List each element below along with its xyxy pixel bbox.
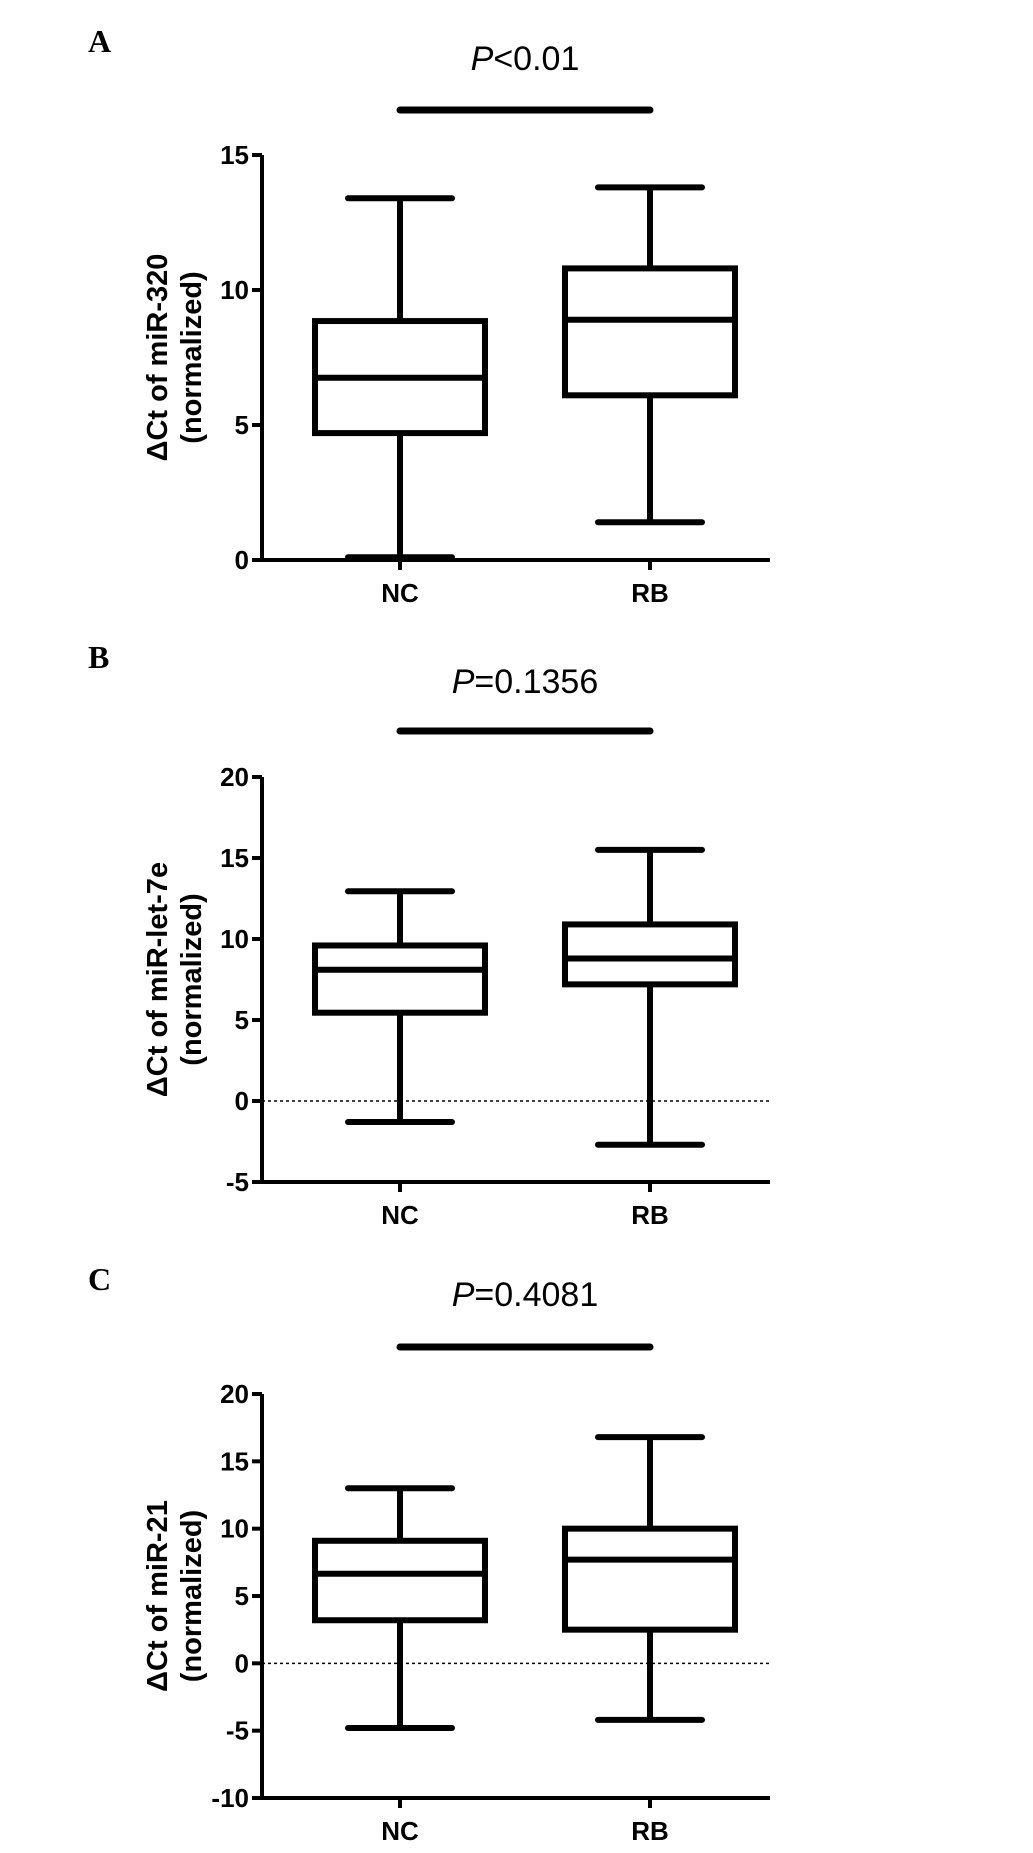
panel-a: A P<0.01 ΔCt of miR-320 (normalized) 0 5 10 15 N… — [88, 23, 770, 608]
panel-label: A — [88, 23, 111, 59]
y-tick-label: 0 — [235, 545, 249, 575]
box-rb — [562, 184, 738, 526]
p-value: =0.4081 — [474, 1276, 598, 1314]
x-tick-label-rb: RB — [631, 1200, 669, 1230]
y-axis-label-line1: ΔCt of miR-21 — [142, 1500, 174, 1692]
box-nc — [312, 888, 488, 1126]
y-tick-label: 20 — [220, 1379, 249, 1409]
box-rb — [562, 1434, 738, 1723]
y-tick-label: 10 — [220, 924, 249, 954]
y-tick-label: -5 — [226, 1716, 249, 1746]
panel-label: B — [88, 639, 109, 675]
x-tick-label-rb: RB — [631, 1816, 669, 1846]
y-axis-label: ΔCt of miR-let-7e (normalized) — [142, 862, 208, 1097]
y-tick-label: 0 — [235, 1648, 249, 1678]
y-tick-label: 15 — [220, 843, 249, 873]
box-nc — [312, 195, 488, 561]
y-axis-label-line2: (normalized) — [176, 1510, 208, 1682]
p-value: <0.01 — [493, 40, 579, 78]
y-tick-label: -5 — [226, 1167, 249, 1197]
y-tick-label: 10 — [220, 275, 249, 305]
y-tick-label: 20 — [220, 762, 249, 792]
x-tick-label-nc: NC — [381, 578, 419, 608]
panel-label: C — [88, 1261, 111, 1297]
y-tick-label: 15 — [220, 140, 249, 170]
p-symbol: P — [452, 663, 475, 701]
iqr-box — [312, 942, 488, 1016]
box-rb — [562, 846, 738, 1148]
y-tick-label: 5 — [235, 1581, 249, 1611]
y-axis-label: ΔCt of miR-320 (normalized) — [142, 254, 208, 462]
panel-c: C P=0.4081 ΔCt of miR-21 (normalized) -10 -5 0… — [88, 1261, 770, 1846]
y-axis-label: ΔCt of miR-21 (normalized) — [142, 1500, 208, 1692]
y-tick-label: 10 — [220, 1514, 249, 1544]
panel-b: B P=0.1356 ΔCt of miR-let-7e (normalized) -5… — [88, 639, 770, 1230]
y-tick-label: 0 — [235, 1086, 249, 1116]
iqr-box — [562, 921, 738, 988]
x-tick-label-nc: NC — [381, 1200, 419, 1230]
p-value-label: P=0.4081 — [452, 1276, 599, 1314]
p-value-label: P<0.01 — [471, 40, 580, 78]
p-symbol: P — [452, 1276, 475, 1314]
box-nc — [312, 1485, 488, 1731]
y-tick-label: 15 — [220, 1446, 249, 1476]
y-axis-label-line1: ΔCt of miR-320 — [142, 254, 174, 462]
iqr-box — [562, 265, 738, 399]
iqr-box — [312, 1537, 488, 1624]
p-symbol: P — [471, 40, 494, 78]
y-axis-label-line1: ΔCt of miR-let-7e — [142, 862, 174, 1097]
y-tick-label: 5 — [235, 1005, 249, 1035]
y-axis-label-line2: (normalized) — [176, 893, 208, 1065]
x-tick-label-rb: RB — [631, 578, 669, 608]
y-tick-label: 5 — [235, 410, 249, 440]
x-tick-label-nc: NC — [381, 1816, 419, 1846]
y-tick-label: -10 — [211, 1783, 249, 1813]
y-axis-label-line2: (normalized) — [176, 271, 208, 443]
p-value: =0.1356 — [474, 663, 598, 701]
iqr-box — [562, 1525, 738, 1633]
p-value-label: P=0.1356 — [452, 663, 599, 701]
